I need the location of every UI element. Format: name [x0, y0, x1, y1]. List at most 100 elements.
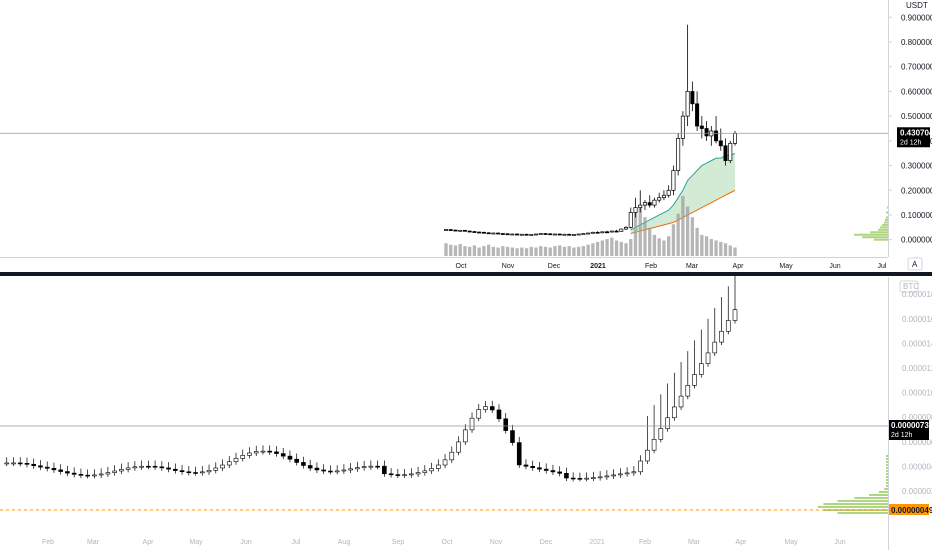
candle-body [515, 233, 520, 236]
btc-candle-body [253, 451, 259, 454]
auto-scale-button[interactable]: A [907, 257, 923, 271]
btc-candle-body [597, 476, 603, 479]
btc-candle-body [355, 467, 360, 470]
candle-body [486, 232, 491, 235]
btc-candle-body [173, 468, 178, 471]
volume-bar [667, 236, 671, 256]
btc-candle-body [334, 470, 340, 473]
btc-candle-body [44, 466, 50, 469]
bottom-profile-bar [878, 491, 888, 493]
candle-body [619, 228, 624, 232]
usdt-chart-pane[interactable]: USDT 0.000000 0.100000 0.200000 0.300000 0.4… [0, 0, 932, 271]
candle-body [467, 230, 472, 233]
volume-bar [468, 246, 472, 256]
bottom-profile-bar [886, 461, 888, 463]
bottom-time-tick: May [189, 539, 203, 546]
profile-bar [882, 223, 888, 226]
candle-body [728, 142, 733, 161]
btc-candle-body [38, 465, 43, 468]
btc-candle-body [328, 470, 333, 473]
bottom-price-badge-countdown: 2d 12h [891, 432, 913, 439]
candle-body [595, 231, 600, 234]
volume-bar [501, 246, 505, 256]
volume-bar [449, 244, 453, 256]
btc-candle-body [341, 469, 347, 472]
bottom-time-tick: Jul [292, 539, 301, 546]
btc-candle-body [564, 473, 569, 479]
candle-body [633, 207, 638, 213]
btc-candle-body [624, 472, 630, 475]
bottom-price-scale[interactable]: 0.00000200 0.00000400 0.00000600 0.00000800… [902, 290, 932, 496]
btc-candle-body [591, 477, 596, 479]
bottom-time-tick: Nov [490, 539, 503, 546]
bottom-time-tick: Jun [240, 539, 251, 546]
btc-candle-body [213, 467, 219, 471]
bottom-volume-profile [818, 455, 888, 514]
candle-body [723, 145, 728, 161]
candle-body [666, 189, 671, 196]
btc-candle-body [78, 474, 84, 476]
profile-bar [885, 218, 888, 221]
btc-candle-body [422, 470, 428, 473]
bottom-profile-bar [886, 476, 888, 478]
volume-bar [704, 236, 709, 256]
btc-candle-body [705, 352, 711, 365]
btc-candle-body [658, 428, 664, 440]
top-plot-area[interactable] [0, 0, 888, 257]
btc-candle-body [179, 470, 185, 473]
volume-bar [643, 217, 647, 256]
btc-candle-body [469, 417, 475, 431]
btc-candle-body [85, 474, 90, 477]
candle-body [557, 233, 562, 236]
btc-candle-body [274, 451, 279, 454]
top-time-tick: May [779, 263, 793, 270]
btc-candle-body [611, 474, 616, 477]
pane-divider[interactable] [0, 272, 932, 276]
top-time-scale[interactable]: Oct Nov Dec 2021 Feb Mar Apr May Jun Jul [456, 263, 887, 270]
btc-candle-body [260, 450, 266, 453]
volume-bar [709, 239, 713, 256]
bottom-profile-bar [886, 473, 888, 475]
bottom-price-tick: 0.00000800 [902, 413, 932, 422]
btc-chart-pane[interactable]: BTC 0.000002000.000004000.000006000.0000… [0, 275, 932, 550]
volume-bar [614, 240, 619, 256]
bottom-time-scale[interactable]: Feb Mar Apr May Jun Jul Aug Sep Oct Nov Dec 2021 Feb… [42, 539, 846, 546]
bottom-profile-bar [886, 485, 888, 487]
bottom-time-tick: Apr [736, 539, 748, 546]
bottom-time-tick: Dec [540, 539, 553, 546]
btc-candle-body [348, 468, 353, 471]
btc-candle-body [631, 471, 637, 474]
btc-candle-body [4, 462, 10, 465]
btc-candle-body [678, 395, 684, 408]
candle-body [538, 233, 543, 235]
bottom-plot-area[interactable] [0, 277, 888, 535]
top-price-scale[interactable]: 0.0000000.1000000.2000000.3000000.400000… [888, 13, 932, 245]
btc-candle-body [220, 464, 225, 469]
bottom-profile-bar [886, 455, 888, 457]
profile-bar [878, 228, 888, 231]
btc-candle-body [557, 471, 562, 474]
btc-candle-body [543, 468, 549, 471]
btc-candle-body [409, 473, 414, 476]
btc-candle-body [226, 461, 232, 466]
candle-body [600, 231, 605, 234]
volume-profile [854, 206, 888, 241]
bottom-price-tick: 0.00001000 [902, 389, 932, 398]
top-time-tick: Jun [829, 263, 840, 270]
volume-bar [595, 241, 600, 256]
volume-bar [662, 240, 666, 256]
candle-body [552, 233, 557, 236]
candle-body [567, 233, 572, 236]
volume-bar [510, 247, 514, 256]
bottom-profile-bar [823, 503, 888, 505]
volume-bar [543, 246, 548, 256]
btc-candle-body [550, 470, 556, 473]
profile-bar [870, 231, 888, 234]
volume-bar [685, 206, 690, 256]
candle-body [661, 194, 666, 199]
volume-bar [515, 248, 519, 256]
candle-body [524, 233, 529, 236]
bottom-profile-bar [886, 479, 888, 481]
candle-body [647, 202, 652, 206]
volume-bar [524, 248, 529, 256]
